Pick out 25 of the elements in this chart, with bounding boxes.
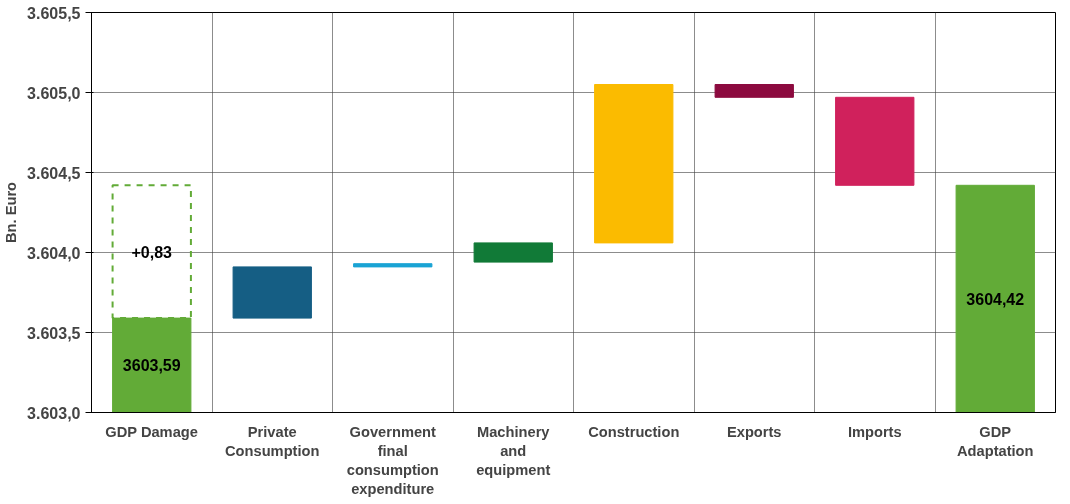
y-tick-label: 3.605,5: [27, 4, 81, 22]
bar: [232, 266, 312, 319]
bar: [835, 96, 915, 186]
y-tick-label: 3.603,5: [27, 324, 81, 342]
x-tick-label: Exports: [726, 423, 782, 440]
x-tick-label: GDP Adaptation: [956, 423, 1034, 459]
y-tick-label: 3.604,0: [27, 244, 81, 262]
x-tick-label: Imports: [847, 423, 902, 440]
x-tick-label: Government final consumption expenditure: [346, 423, 439, 498]
y-tick-label: 3.604,5: [27, 164, 81, 182]
y-tick-label: 3.605,0: [27, 84, 81, 102]
bar: [955, 184, 1035, 413]
bar: [353, 263, 433, 268]
data-label: +0,83: [131, 243, 173, 261]
data-label: 3604,42: [966, 290, 1025, 308]
y-axis-title: Bn. Euro: [3, 181, 20, 244]
x-tick-label: Private Consumption: [225, 423, 320, 459]
data-label: 3603,59: [122, 357, 181, 375]
x-tick-label: GDP Damage: [105, 423, 198, 440]
bar: [473, 242, 553, 263]
bar: [714, 84, 794, 98]
x-tick-label: Construction: [588, 423, 680, 440]
y-tick-label: 3.603,0: [27, 404, 81, 422]
x-tick-label: Machinery and equipment: [476, 423, 551, 478]
bar: [594, 84, 674, 244]
